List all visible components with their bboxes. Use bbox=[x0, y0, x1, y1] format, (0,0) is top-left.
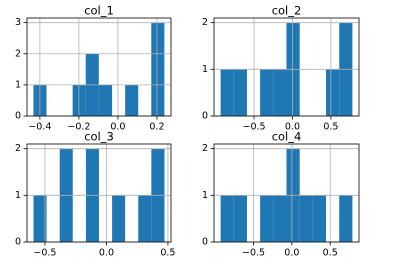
bar bbox=[260, 69, 274, 116]
y-tick-label: 1 bbox=[15, 190, 21, 201]
y-tick-label: 0 bbox=[202, 237, 208, 248]
y-tick-label: 1 bbox=[15, 79, 21, 90]
axes-frame bbox=[26, 17, 172, 117]
bar bbox=[273, 195, 287, 242]
x-tick-label: 0.5 bbox=[160, 248, 175, 259]
subplot-title: col_3 bbox=[84, 130, 114, 144]
axes-frame bbox=[213, 17, 360, 117]
x-tick-label: 0.5 bbox=[323, 122, 338, 133]
y-tick-label: 0 bbox=[15, 111, 21, 122]
y-tick-label: 2 bbox=[202, 143, 208, 154]
x-tick-label: 0.5 bbox=[323, 248, 338, 259]
subplot: −0.5 0.0 0.5 0 1 2 col_2 bbox=[202, 4, 360, 133]
bar bbox=[339, 195, 353, 242]
bar bbox=[138, 195, 152, 242]
y-tick-label: 2 bbox=[15, 48, 21, 59]
y-tick-label: 0 bbox=[15, 237, 21, 248]
x-tick-label: 0.0 bbox=[285, 122, 300, 133]
x-tick-label: 0.0 bbox=[110, 122, 125, 133]
x-tick-label: −0.2 bbox=[67, 122, 90, 133]
x-tick-label: 0.2 bbox=[149, 122, 164, 133]
bar bbox=[299, 195, 313, 242]
x-tick-label: 0.0 bbox=[284, 248, 299, 259]
bar bbox=[273, 69, 287, 116]
bar bbox=[260, 195, 274, 242]
bar bbox=[151, 22, 165, 117]
bar bbox=[312, 195, 327, 242]
subplot-title: col_4 bbox=[272, 130, 302, 144]
subplot-title: col_2 bbox=[272, 4, 302, 18]
axes-frame bbox=[213, 143, 360, 243]
y-tick-label: 0 bbox=[202, 111, 208, 122]
x-tick-label: −0.5 bbox=[242, 248, 265, 259]
y-tick-label: 2 bbox=[202, 17, 208, 28]
x-tick-label: 0.0 bbox=[99, 248, 114, 259]
bar bbox=[98, 84, 113, 116]
x-tick-label: −0.5 bbox=[242, 122, 265, 133]
bar bbox=[233, 69, 247, 116]
bar bbox=[33, 195, 47, 242]
y-tick-label: 1 bbox=[202, 190, 208, 201]
subplot: −0.5 0.0 0.5 0 1 2 col_4 bbox=[202, 130, 360, 259]
y-tick-label: 2 bbox=[15, 143, 21, 154]
x-tick-label: −0.4 bbox=[28, 122, 51, 133]
bar bbox=[326, 69, 340, 116]
axes-frame bbox=[26, 143, 172, 243]
subplot: −0.5 0.0 0.5 0 1 2 col_3 bbox=[15, 130, 176, 259]
bar bbox=[233, 195, 247, 242]
bar bbox=[220, 195, 234, 242]
bar bbox=[125, 84, 139, 116]
y-tick-label: 3 bbox=[15, 17, 21, 28]
bar bbox=[112, 195, 126, 242]
subplot-title: col_1 bbox=[84, 4, 114, 18]
y-tick-label: 1 bbox=[202, 64, 208, 75]
bar bbox=[220, 69, 234, 116]
x-tick-label: −0.5 bbox=[33, 248, 56, 259]
subplot: −0.4 −0.2 0.0 0.2 0 1 2 3 col_1 bbox=[15, 4, 172, 133]
